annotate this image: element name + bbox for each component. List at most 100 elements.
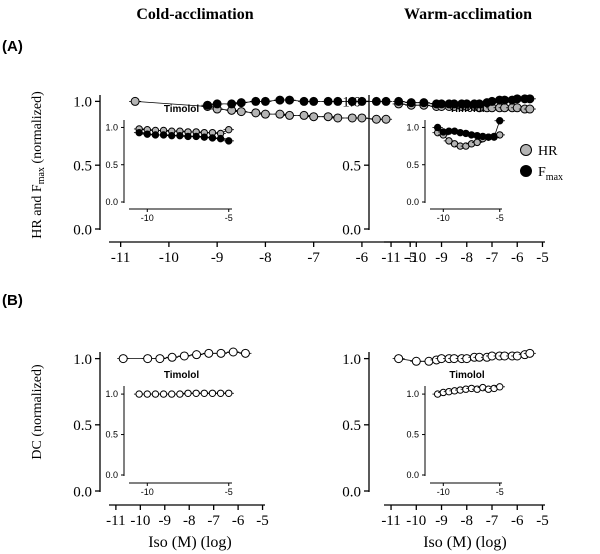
- A-warm-x-tick-label: -5: [536, 250, 549, 266]
- A-warm-series-0-point: [512, 103, 522, 113]
- A-cold-series-1-point: [309, 96, 319, 106]
- row-label-b: (B): [2, 292, 23, 309]
- A-cold-series-1-point: [212, 99, 222, 109]
- A-cold-x-tick-label: -9: [211, 250, 224, 266]
- A-cold-series-1-point: [203, 100, 213, 110]
- chart-panel-A-cold: -11 -10 -9 -8 -7 -6 -5 0.0 0.5 1.0 -10 -5 0.0 0.5 1.0 T…: [73, 95, 416, 266]
- A-cold-inset-y-tick-label: 1.0: [105, 123, 118, 133]
- B-cold-y-tick-label: 0.0: [73, 484, 92, 500]
- B-cold-inset-x-tick-label: -5: [225, 487, 233, 497]
- A-warm-series-1-point: [406, 98, 416, 108]
- legend: HR Fmax: [520, 144, 563, 183]
- A-warm-y-tick-label: 0.5: [342, 158, 361, 174]
- row-label-a: (A): [2, 38, 23, 55]
- A-cold-inset-title: Timolol: [164, 104, 200, 115]
- A-cold-series-0-point: [251, 108, 261, 118]
- B-cold-inset-series-0-point: [225, 389, 233, 397]
- A-cold-inset-series-1-point: [168, 131, 176, 140]
- A-cold-series-1-point: [251, 96, 261, 106]
- B-cold-x-tick-label: -9: [159, 513, 172, 529]
- B-warm-series-0-point: [394, 354, 404, 364]
- A-cold-series-1-point: [333, 96, 343, 106]
- A-cold-series-1-point: [227, 99, 237, 109]
- B-cold-inset-title: Timolol: [164, 370, 200, 381]
- inset-B-warm: -10 -5 0.0 0.5 1.0 Timolol: [406, 370, 505, 497]
- B-cold-x-tick-label: -8: [183, 513, 196, 529]
- A-cold-inset-series-1-point: [184, 132, 192, 141]
- A-cold-y-tick-label: 0.0: [73, 222, 92, 238]
- B-warm-series-0-point: [512, 351, 522, 361]
- A-cold-inset-series-1-point: [151, 131, 160, 139]
- A-cold-series-0-point: [357, 113, 367, 123]
- B-warm-series-0-point: [462, 354, 472, 364]
- A-warm-inset-series-1-point: [433, 123, 442, 132]
- A-cold-series-0-point: [381, 114, 391, 124]
- A-cold-series-0-point: [309, 112, 319, 122]
- B-cold-inset-y-tick-label: 0.0: [105, 470, 118, 480]
- B-warm-series-0-point: [525, 348, 535, 358]
- B-warm-x-tick-label: -7: [486, 513, 499, 529]
- B-cold-series-0-point: [240, 348, 250, 358]
- B-cold-inset-series-0-point: [143, 390, 151, 398]
- A-cold-series-0-point: [371, 114, 381, 124]
- A-cold-series-0-point: [333, 113, 343, 123]
- A-warm-series-1-point: [487, 96, 497, 106]
- A-warm-inset-series-1-point: [496, 117, 504, 125]
- B-warm-x-tick-label: -6: [511, 513, 524, 529]
- A-warm-y-tick-label: 0.0: [342, 222, 361, 238]
- A-warm-x-tick-label: -7: [486, 250, 499, 266]
- B-warm-y-tick-label: 0.5: [342, 418, 361, 434]
- chart-panel-A-warm: -11 -10 -9 -8 -7 -6 -50.00.51.0-10 -50.00.51.0T…: [342, 94, 549, 266]
- column-title-cold: Cold-acclimation: [136, 6, 253, 23]
- A-cold-series-0-point: [285, 110, 295, 120]
- B-warm-y-tick-label: 1.0: [342, 352, 361, 368]
- A-warm-x-tick-label: -9: [435, 250, 448, 266]
- B-warm-series-0-point: [424, 356, 434, 366]
- A-warm-inset-title: Timolol: [449, 104, 485, 115]
- A-warm-y-tick-label: 1.0: [342, 95, 361, 111]
- B-cold-series-0-point: [228, 347, 238, 357]
- A-cold-series-0-point: [275, 109, 285, 119]
- B-cold-inset-series-0-point: [168, 390, 176, 398]
- B-cold-inset-series-0-point: [192, 389, 200, 397]
- A-cold-series-1-point: [299, 96, 309, 106]
- A-warm-x-tick-label: -10: [406, 250, 426, 266]
- A-cold-x-tick-label: -11: [111, 250, 130, 266]
- B-cold-series-0-point: [167, 352, 177, 362]
- A-cold-inset-series-1-point: [159, 131, 168, 139]
- A-warm-inset-x-tick-label: -5: [496, 213, 504, 223]
- x-axis-label-cold: Iso (M) (log): [148, 534, 232, 551]
- A-warm-inset-series-0-point: [473, 138, 481, 147]
- B-cold-inset-series-0-point: [216, 389, 225, 397]
- B-cold-series-0-point: [204, 348, 214, 358]
- B-cold-inset-series-0-point: [184, 389, 192, 397]
- A-warm-series-1-point: [394, 96, 404, 106]
- A-cold-series-1-point: [260, 96, 270, 106]
- A-cold-series-1-point: [381, 96, 391, 106]
- A-cold-inset-series-1-point: [208, 134, 217, 142]
- A-cold-series-1-point: [285, 95, 295, 105]
- legend-hr-label: HR: [538, 144, 558, 159]
- A-cold-inset-series-1-point: [200, 133, 209, 141]
- A-cold-inset-series-1-point: [225, 137, 233, 145]
- B-cold-x-tick-label: -7: [207, 513, 220, 529]
- B-warm-inset-x-tick-label: -5: [496, 487, 504, 497]
- A-warm-inset-y-tick-label: 1.0: [406, 123, 419, 133]
- B-warm-inset-y-tick-label: 1.0: [406, 389, 419, 399]
- column-title-warm: Warm-acclimation: [404, 6, 532, 23]
- A-cold-inset-y-tick-label: 0.0: [105, 197, 118, 207]
- A-cold-series-0-point: [347, 113, 357, 123]
- A-cold-inset-x-tick-label: -10: [141, 213, 154, 223]
- B-cold-inset-series-0-point: [200, 389, 209, 397]
- B-cold-x-tick-label: -11: [106, 513, 125, 529]
- A-cold-series-0-point: [236, 107, 246, 117]
- A-cold-inset-series-1-point: [176, 131, 184, 140]
- A-cold-series-1-point: [371, 96, 381, 106]
- B-cold-series-0-point: [192, 350, 202, 360]
- A-cold-series-0-point: [260, 109, 270, 119]
- B-warm-x-tick-label: -11: [381, 513, 400, 529]
- A-cold-inset-series-1-point: [135, 128, 143, 137]
- y-axis-label-a: HR and Fmax (normalized): [30, 91, 47, 239]
- B-warm-x-tick-label: -5: [536, 513, 549, 529]
- B-warm-inset-title: Timolol: [449, 370, 485, 381]
